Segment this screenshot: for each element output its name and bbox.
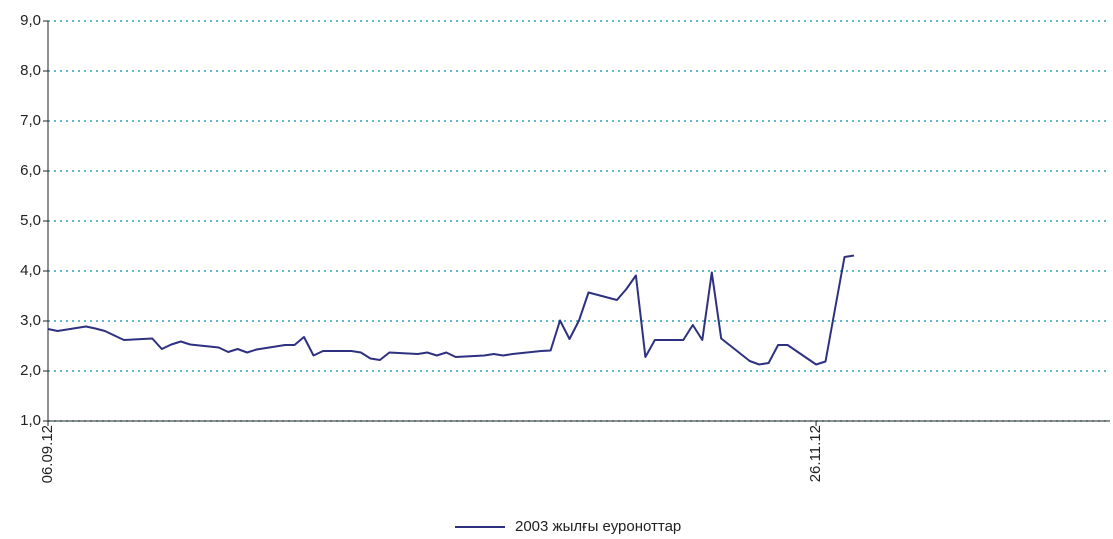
- y-tick-label: 7,0: [20, 112, 41, 129]
- y-tick-label: 4,0: [20, 262, 41, 279]
- x-tick-label: 06.09.12: [39, 425, 56, 483]
- legend-label: 2003 жылғы еуроноттар: [515, 518, 681, 535]
- y-tick-label: 3,0: [20, 312, 41, 329]
- y-tick-label: 8,0: [20, 62, 41, 79]
- y-tick-label: 9,0: [20, 12, 41, 29]
- y-tick-label: 5,0: [20, 212, 41, 229]
- y-tick-label: 2,0: [20, 362, 41, 379]
- y-tick-label: 1,0: [20, 412, 41, 429]
- y-tick-label: 6,0: [20, 162, 41, 179]
- x-tick-label: 26.11.12: [807, 425, 824, 482]
- line-series: [47, 254, 855, 366]
